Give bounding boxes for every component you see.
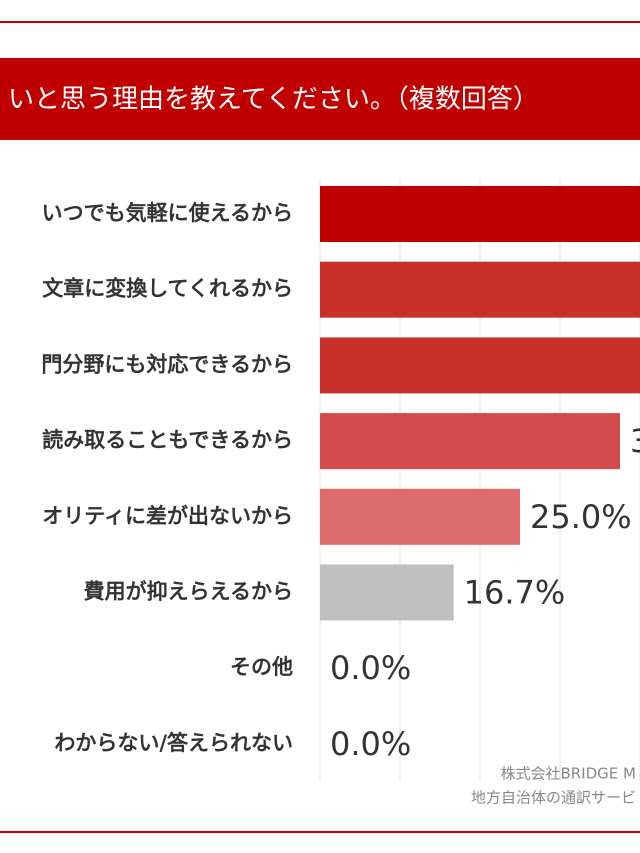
- bar: [320, 413, 620, 470]
- bar: [320, 186, 640, 242]
- chart-title: いと思う理由を教えてください。（複数回答）: [8, 85, 539, 115]
- y-tick-label: 読み取ることもできるから: [42, 428, 293, 452]
- bar: [320, 337, 640, 394]
- y-tick-label: オリティに差が出ないから: [42, 504, 293, 528]
- title-band: [0, 58, 640, 140]
- source: 地方自治体の通訳サービ: [471, 789, 636, 807]
- source: 株式会社BRIDGE M: [501, 765, 637, 783]
- y-tick-label: 門分野にも対応できるから: [41, 352, 293, 376]
- bar: [320, 488, 520, 545]
- value-label: 16.7%: [464, 574, 566, 612]
- y-tick-label: 費用が抑えらえるから: [84, 580, 293, 604]
- value-label: 37.5%: [630, 422, 640, 460]
- value-label: 25.0%: [530, 498, 632, 536]
- y-tick-label: 文章に変換してくれるから: [42, 277, 293, 301]
- value-label: 0.0%: [330, 649, 411, 687]
- value-label: 0.0%: [330, 725, 411, 763]
- y-tick-label: いつでも気軽に使えるから: [42, 201, 293, 225]
- bar: [320, 261, 640, 318]
- y-tick-label: その他: [230, 655, 293, 679]
- y-tick-label: わからない/答えられない: [54, 731, 293, 755]
- bar: [320, 564, 454, 621]
